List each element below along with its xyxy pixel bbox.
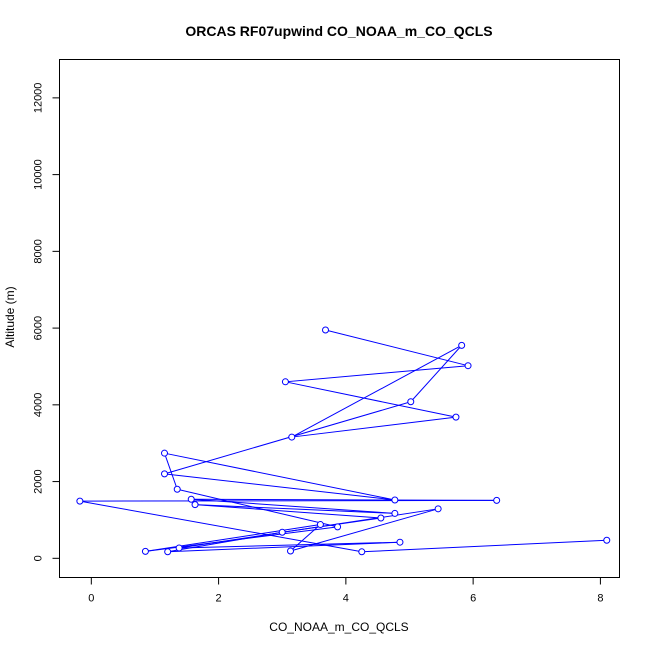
data-point — [287, 547, 294, 555]
series-segment — [291, 344, 462, 438]
data-point — [76, 497, 84, 505]
y-tick-label: 12000 — [33, 83, 45, 114]
data-point — [164, 548, 172, 556]
y-axis-label: Altitude (m) — [3, 286, 17, 347]
series-segment — [145, 524, 321, 552]
data-point — [493, 496, 501, 504]
series-segment — [79, 500, 362, 553]
data-series — [76, 326, 611, 556]
x-axis: 0 2 4 6 8 — [88, 577, 603, 605]
series-segment — [177, 488, 338, 528]
series-segment — [285, 365, 469, 383]
series-segment — [410, 345, 463, 403]
x-tick-label: 2 — [216, 593, 222, 605]
data-point — [288, 433, 296, 441]
series-segment — [285, 381, 457, 418]
data-point — [141, 547, 149, 555]
series-segment — [167, 541, 400, 553]
x-tick-label: 4 — [343, 593, 349, 605]
data-point — [316, 521, 324, 529]
data-point — [434, 505, 442, 513]
data-point — [464, 362, 472, 370]
data-point — [358, 548, 366, 556]
plot-frame — [59, 59, 620, 578]
y-tick-label: 4000 — [33, 393, 45, 417]
series-segment — [361, 539, 607, 553]
y-tick-label: 6000 — [33, 316, 45, 340]
data-point — [161, 470, 168, 478]
series-segment — [179, 541, 400, 549]
data-point — [175, 544, 183, 552]
series-segment — [164, 453, 178, 490]
data-point — [161, 449, 168, 457]
data-point — [377, 514, 385, 522]
series-segment — [164, 452, 395, 501]
data-point — [334, 523, 342, 531]
data-point — [173, 485, 181, 493]
data-point — [407, 398, 415, 406]
series-segment — [79, 499, 497, 502]
y-tick-label: 8000 — [33, 239, 45, 263]
series-segment — [282, 517, 381, 533]
chart-title: ORCAS RF07upwind CO_NOAA_m_CO_QCLS — [185, 23, 492, 39]
data-point — [278, 528, 286, 536]
series-segment — [195, 504, 395, 514]
x-axis-label: CO_NOAA_m_CO_QCLS — [269, 620, 408, 634]
series-segment — [195, 504, 381, 519]
data-point — [187, 495, 195, 503]
series-segment — [291, 416, 457, 438]
y-axis: 0 2000 4000 6000 8000 10000 12000 — [33, 83, 60, 561]
series-segment — [191, 498, 395, 514]
data-point — [603, 536, 611, 544]
data-point — [458, 341, 466, 349]
data-point — [281, 378, 289, 386]
x-tick-label: 0 — [88, 593, 94, 605]
y-tick-label: 0 — [33, 555, 45, 561]
x-tick-label: 6 — [470, 593, 476, 605]
data-point — [391, 509, 399, 517]
series-segment — [325, 329, 469, 367]
series-segment — [167, 531, 283, 553]
series-segment — [164, 473, 395, 501]
x-tick-label: 8 — [597, 593, 603, 605]
y-tick-label: 2000 — [33, 469, 45, 493]
data-point — [191, 501, 199, 509]
data-point — [322, 326, 329, 334]
data-point — [396, 538, 404, 546]
y-tick-label: 10000 — [33, 159, 45, 190]
data-point — [391, 496, 399, 504]
data-point — [452, 413, 460, 421]
